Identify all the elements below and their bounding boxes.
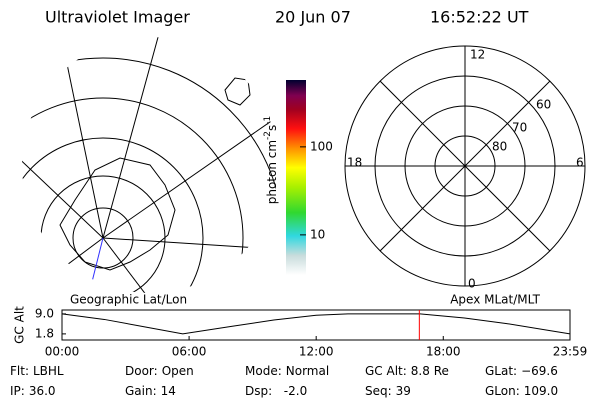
info-value: 14 bbox=[161, 384, 176, 398]
info-label: GLat: bbox=[485, 364, 517, 378]
y-axis-label: GC Alt bbox=[13, 306, 27, 344]
info-label: Door: bbox=[125, 364, 158, 378]
mlt-label: 18 bbox=[347, 156, 362, 170]
lat-label: 60 bbox=[536, 98, 551, 112]
info-field: Seq: 39 bbox=[365, 384, 411, 398]
info-label: Dsp: bbox=[245, 384, 272, 398]
info-label: Flt: bbox=[10, 364, 29, 378]
time: 16:52:22 UT bbox=[430, 8, 529, 27]
info-field: Door: Open bbox=[125, 364, 194, 378]
map bbox=[22, 37, 278, 293]
x-tick-label: 06:00 bbox=[172, 345, 207, 359]
lat-label: 80 bbox=[492, 140, 507, 154]
info-value: LBHL bbox=[33, 364, 64, 378]
altitude-line bbox=[61, 313, 571, 335]
y-tick-label: 1.8 bbox=[35, 326, 54, 340]
title: Ultraviolet Imager bbox=[45, 8, 190, 27]
info-label: GLon: bbox=[485, 384, 520, 398]
info-value: Open bbox=[162, 364, 194, 378]
info-value: 8.8 Re bbox=[411, 364, 449, 378]
left-panel-label: Geographic Lat/Lon bbox=[70, 293, 187, 307]
info-value: 109.0 bbox=[524, 384, 558, 398]
info-field: GLon: 109.0 bbox=[485, 384, 558, 398]
right-panel-label: Apex MLat/MLT bbox=[450, 293, 540, 307]
unit: s bbox=[265, 125, 279, 131]
x-tick-label: 12:00 bbox=[299, 345, 334, 359]
info-field: Flt: LBHL bbox=[10, 364, 64, 378]
date: 20 Jun 07 bbox=[275, 8, 351, 27]
x-tick-label: 23:59 bbox=[553, 345, 588, 359]
info-field: Dsp: -2.0 bbox=[245, 384, 307, 398]
info-value: Normal bbox=[286, 364, 329, 378]
colorbar bbox=[286, 80, 306, 275]
info-field: IP: 36.0 bbox=[10, 384, 56, 398]
info-value: −69.6 bbox=[521, 364, 558, 378]
mlt-label: 12 bbox=[470, 48, 485, 62]
mlt-label: 0 bbox=[468, 277, 476, 291]
info-label: IP: bbox=[10, 384, 25, 398]
y-tick-label: 9.0 bbox=[35, 306, 54, 320]
x-tick-label: 18:00 bbox=[426, 345, 461, 359]
exp: -2 bbox=[263, 131, 273, 140]
colorbar-tick-label: 10 bbox=[310, 227, 325, 241]
info-field: Gain: 14 bbox=[125, 384, 176, 398]
x-tick-label: 00:00 bbox=[45, 345, 80, 359]
unit: photon cm bbox=[265, 140, 279, 204]
exp: -1 bbox=[263, 116, 273, 125]
lat-label: 70 bbox=[512, 121, 527, 135]
info-field: GLat: −69.6 bbox=[485, 364, 558, 378]
colorbar-tick-label: 100 bbox=[310, 139, 333, 153]
polar-grid bbox=[344, 45, 586, 287]
mlt-label: 6 bbox=[576, 156, 584, 170]
info-label: Mode: bbox=[245, 364, 282, 378]
info-field: Mode: Normal bbox=[245, 364, 329, 378]
info-value: 36.0 bbox=[29, 384, 56, 398]
colorbar-label: photon cm-2s-1 bbox=[263, 116, 279, 205]
info-field: GC Alt: 8.8 Re bbox=[365, 364, 449, 378]
timeline-frame bbox=[61, 309, 571, 341]
info-label: Seq: bbox=[365, 384, 392, 398]
info-label: Gain: bbox=[125, 384, 157, 398]
info-value: -2.0 bbox=[276, 384, 307, 398]
info-value: 39 bbox=[396, 384, 411, 398]
info-label: GC Alt: bbox=[365, 364, 407, 378]
